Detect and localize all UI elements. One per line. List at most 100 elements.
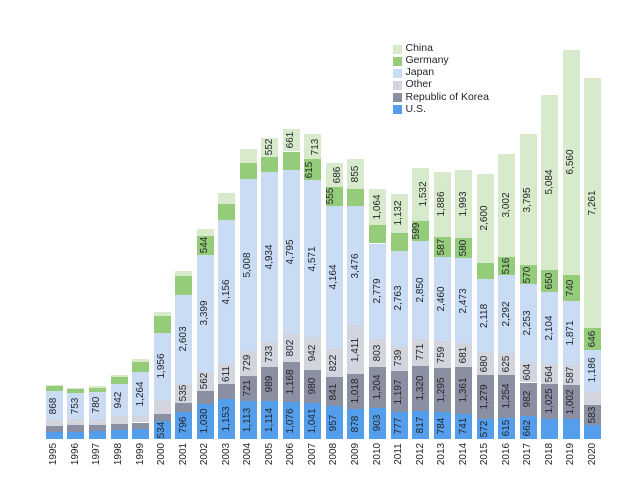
value-label-other-2006: 802 (285, 339, 297, 357)
value-label-china-2012: 1,532 (417, 181, 429, 207)
value-label-other-2004: 729 (242, 355, 254, 372)
bar-segment-japan-2005 (261, 171, 279, 342)
bar-segment-germany-2003 (218, 203, 236, 221)
bar-segment-republic-of-korea-2007 (304, 369, 322, 404)
value-label-germany-2013: 587 (436, 238, 448, 256)
bar-segment-japan-2019 (562, 300, 580, 365)
value-label-china-2015: 2,600 (479, 205, 491, 231)
bar-segment-japan-1995 (45, 390, 63, 421)
value-label-germany-2018: 650 (543, 272, 555, 290)
value-label-china-2008: 686 (331, 166, 343, 184)
value-label-germany-2012: 599 (411, 222, 423, 240)
value-label-other-2002: 562 (199, 372, 211, 390)
bar-segment-u-s-2009 (347, 408, 365, 439)
bar-segment-china-2003 (218, 193, 236, 204)
value-label-china-2011: 1,132 (393, 200, 405, 226)
x-tick-2002: 2002 (199, 443, 211, 466)
x-tick-2009: 2009 (349, 443, 361, 466)
bar-segment-germany-2009 (347, 188, 365, 206)
value-label-japan-1998: 942 (113, 391, 125, 409)
bar-segment-china-2001 (175, 270, 193, 276)
value-label-japan-2000: 1,956 (156, 353, 168, 379)
bar-segment-china-2011 (390, 193, 408, 233)
bar-segment-china-2017 (519, 134, 537, 265)
legend-swatch-japan (393, 68, 402, 78)
value-label-china-2013: 1,886 (436, 191, 448, 217)
bar-segment-other-2014 (455, 343, 473, 367)
bar-segment-u-s-2015 (476, 419, 494, 439)
bar-segment-germany-2012 (412, 220, 430, 242)
bar-segment-japan-2000 (153, 332, 171, 401)
value-label-u-s-2015: 572 (479, 420, 491, 438)
value-label-u-s-2002: 1,030 (199, 408, 211, 434)
x-tick-2014: 2014 (457, 443, 469, 466)
x-tick-2017: 2017 (522, 443, 534, 466)
value-label-republic-of-korea-2018: 1,025 (543, 388, 555, 414)
bar-segment-u-s-2017 (519, 416, 537, 439)
value-label-china-2010: 1,064 (371, 194, 383, 220)
bar-segment-japan-2009 (347, 205, 365, 326)
bar-segment-japan-2001 (175, 294, 193, 385)
bar-segment-germany-1995 (45, 386, 63, 391)
bar-segment-other-2013 (433, 341, 451, 368)
bar-segment-republic-of-korea-2009 (347, 373, 365, 409)
bar-segment-other-2020 (584, 390, 602, 405)
value-label-republic-of-korea-2017: 982 (522, 391, 534, 408)
x-tick-1999: 1999 (134, 443, 146, 466)
bar-segment-other-2008 (325, 348, 343, 378)
bar-segment-china-2020 (584, 78, 602, 328)
bar-segment-germany-2010 (369, 225, 386, 244)
bar-segment-u-s-2007 (304, 403, 322, 439)
bar-segment-other-2005 (261, 341, 279, 367)
value-label-republic-of-korea-2012: 1,320 (414, 375, 426, 401)
bar-segment-republic-of-korea-2012 (412, 365, 430, 411)
bar-segment-other-2015 (476, 352, 494, 376)
bar-segment-japan-2011 (390, 250, 408, 346)
x-tick-2018: 2018 (543, 443, 555, 466)
bar-segment-other-2009 (347, 325, 365, 374)
value-label-japan-2008: 4,164 (328, 264, 340, 290)
legend-swatch-germany (393, 56, 402, 66)
value-label-other-2003: 611 (220, 365, 232, 382)
bar-segment-germany-2001 (175, 275, 193, 295)
value-label-other-2017: 604 (522, 363, 534, 381)
bar-segment-germany-2005 (261, 156, 279, 172)
bar-segment-u-s-2006 (282, 402, 300, 439)
x-tick-1995: 1995 (48, 443, 60, 466)
value-label-other-2013: 759 (436, 346, 448, 363)
bar-segment-germany-2002 (196, 236, 214, 255)
bar-segment-japan-2017 (519, 284, 537, 362)
x-tick-2020: 2020 (586, 443, 598, 466)
legend-label-germany: Germany (405, 54, 449, 67)
x-tick-2006: 2006 (285, 443, 297, 466)
value-label-japan-2009: 3,476 (349, 253, 361, 279)
x-tick-2003: 2003 (220, 443, 232, 466)
value-label-republic-of-korea-2005: 989 (263, 375, 275, 393)
bar-segment-china-2007 (304, 134, 322, 159)
bar-segment-republic-of-korea-1996 (67, 425, 85, 432)
x-tick-1996: 1996 (69, 443, 81, 466)
bar-segment-china-1998 (110, 375, 128, 378)
bar-segment-japan-2008 (325, 205, 343, 349)
bar-segment-republic-of-korea-2005 (261, 366, 279, 401)
value-label-japan-2003: 4,156 (220, 279, 232, 305)
x-tick-2005: 2005 (263, 443, 275, 466)
bar-segment-china-2010 (369, 188, 386, 226)
value-label-germany-2019: 740 (565, 279, 577, 297)
legend-label-japan: Japan (405, 66, 435, 79)
bar-segment-japan-2007 (304, 180, 322, 338)
bar-segment-republic-of-korea-2004 (239, 375, 257, 401)
bar-segment-republic-of-korea-2014 (455, 366, 473, 414)
bar-segment-japan-1997 (88, 392, 106, 419)
x-tick-2011: 2011 (393, 443, 405, 465)
value-label-u-s-2016: 615 (500, 420, 512, 437)
value-label-japan-2001: 2,603 (177, 326, 189, 352)
value-label-other-2016: 625 (500, 355, 512, 373)
bar-segment-republic-of-korea-2008 (325, 377, 343, 407)
bar-segment-republic-of-korea-2006 (282, 361, 300, 402)
value-label-germany-2007: 615 (303, 161, 315, 178)
value-label-japan-1995: 868 (48, 397, 60, 414)
value-label-japan-2016: 2,292 (500, 301, 512, 327)
bar-segment-republic-of-korea-2016 (498, 374, 516, 418)
value-label-other-2009: 1,411 (349, 337, 361, 362)
